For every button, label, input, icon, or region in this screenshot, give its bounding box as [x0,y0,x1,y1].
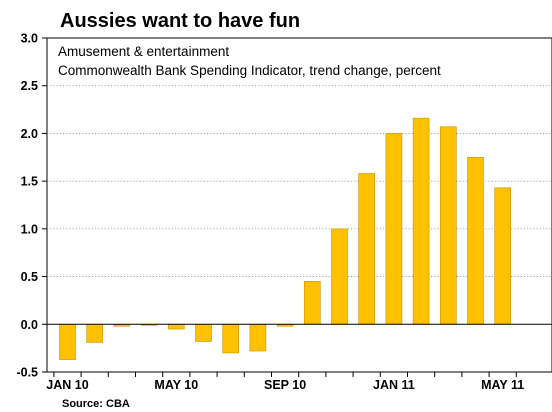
x-tick-label-2: SEP 10 [264,378,306,392]
bar-12 [385,133,403,325]
bar-5 [195,323,212,342]
bar-0 [59,323,76,360]
x-tick-label-4: MAY 11 [481,378,524,392]
y-tick-label-4: 1.0 [21,222,38,236]
x-tick-label-0: JAN 10 [46,378,88,392]
bar-9 [303,281,321,325]
chart-title: Aussies want to have fun [60,10,300,32]
bars [59,117,512,360]
subtitle-line-1: Amusement & entertainment [58,44,229,59]
bar-4 [168,323,185,330]
x-axis: JAN 10 MAY 10 SEP 10 JAN 11 MAY 11 [46,372,524,392]
bar-7 [249,323,267,352]
bar-15 [467,156,484,325]
bar-6 [222,323,239,354]
plot-frame [46,37,552,373]
subtitle-line-2: Commonwealth Bank Spending Indicator, tr… [58,63,441,78]
y-tick-label-0: 3.0 [21,32,38,46]
bar-13 [412,117,430,325]
x-tick-label-1: MAY 10 [154,378,198,392]
source-note: Source: CBA [62,398,130,410]
bar-10 [331,228,348,325]
y-axis: 3.0 2.5 2.0 1.5 1.0 0.5 0.0 -0.5 [16,32,47,380]
y-tick-label-1: 2.5 [21,79,38,93]
bar-11 [358,173,376,325]
y-tick-label-3: 1.5 [21,175,38,189]
x-tick-label-3: JAN 11 [373,378,415,392]
y-tick-label-6: 0.0 [21,318,38,332]
bar-16 [494,187,512,325]
y-tick-label-7: -0.5 [16,366,38,380]
y-tick-label-5: 0.5 [21,270,38,284]
bar-1 [86,323,103,343]
y-tick-label-2: 2.0 [21,127,38,141]
bar-14 [439,126,457,325]
gridlines [47,85,552,277]
